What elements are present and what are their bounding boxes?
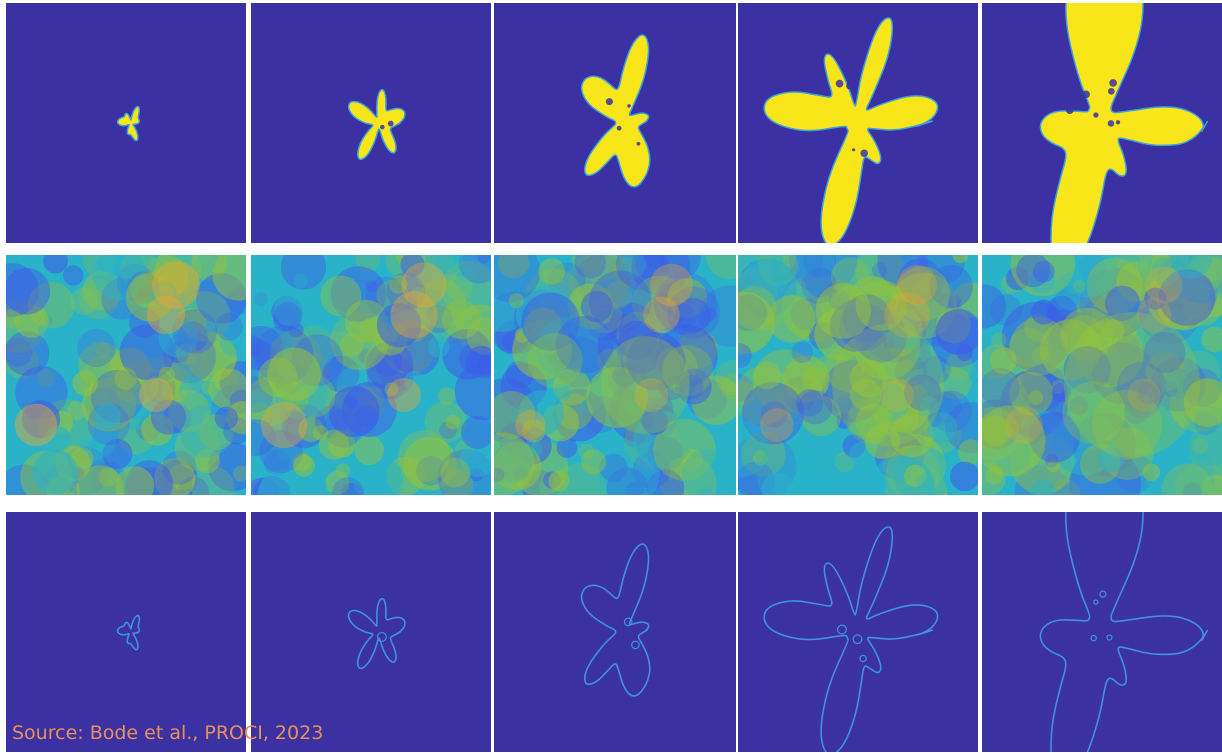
scalar-field-image-1 bbox=[6, 255, 246, 495]
scalar-field-panel-2 bbox=[251, 255, 491, 495]
scalar-field-panel-3 bbox=[494, 255, 736, 495]
flame-front-panel-1 bbox=[6, 512, 246, 752]
flame-front-image-4 bbox=[738, 512, 978, 752]
source-caption: Source: Bode et al., PROCI, 2023 bbox=[12, 722, 324, 744]
scalar-field-image-2 bbox=[251, 255, 491, 495]
flame-region-image-4 bbox=[738, 3, 978, 243]
flame-region-image-5 bbox=[982, 3, 1222, 243]
scalar-field-panel-1 bbox=[6, 255, 246, 495]
flame-region-panel-5 bbox=[982, 3, 1222, 243]
scalar-field-image-5 bbox=[982, 255, 1222, 495]
scalar-field-panel-5 bbox=[982, 255, 1222, 495]
flame-front-image-1 bbox=[6, 512, 246, 752]
flame-region-panel-3 bbox=[494, 3, 736, 243]
flame-region-panel-4 bbox=[738, 3, 978, 243]
flame-region-panel-1 bbox=[6, 3, 246, 243]
scalar-field-panel-4 bbox=[738, 255, 978, 495]
flame-front-image-3 bbox=[494, 512, 736, 752]
flame-region-image-3 bbox=[494, 3, 736, 243]
flame-front-panel-2 bbox=[251, 512, 491, 752]
flame-front-image-2 bbox=[251, 512, 491, 752]
scalar-field-image-3 bbox=[494, 255, 736, 495]
flame-front-image-5 bbox=[982, 512, 1222, 752]
flame-front-panel-3 bbox=[494, 512, 736, 752]
scalar-field-image-4 bbox=[738, 255, 978, 495]
flame-region-panel-2 bbox=[251, 3, 491, 243]
flame-region-image-1 bbox=[6, 3, 246, 243]
flame-front-panel-5 bbox=[982, 512, 1222, 752]
flame-region-image-2 bbox=[251, 3, 491, 243]
flame-front-panel-4 bbox=[738, 512, 978, 752]
